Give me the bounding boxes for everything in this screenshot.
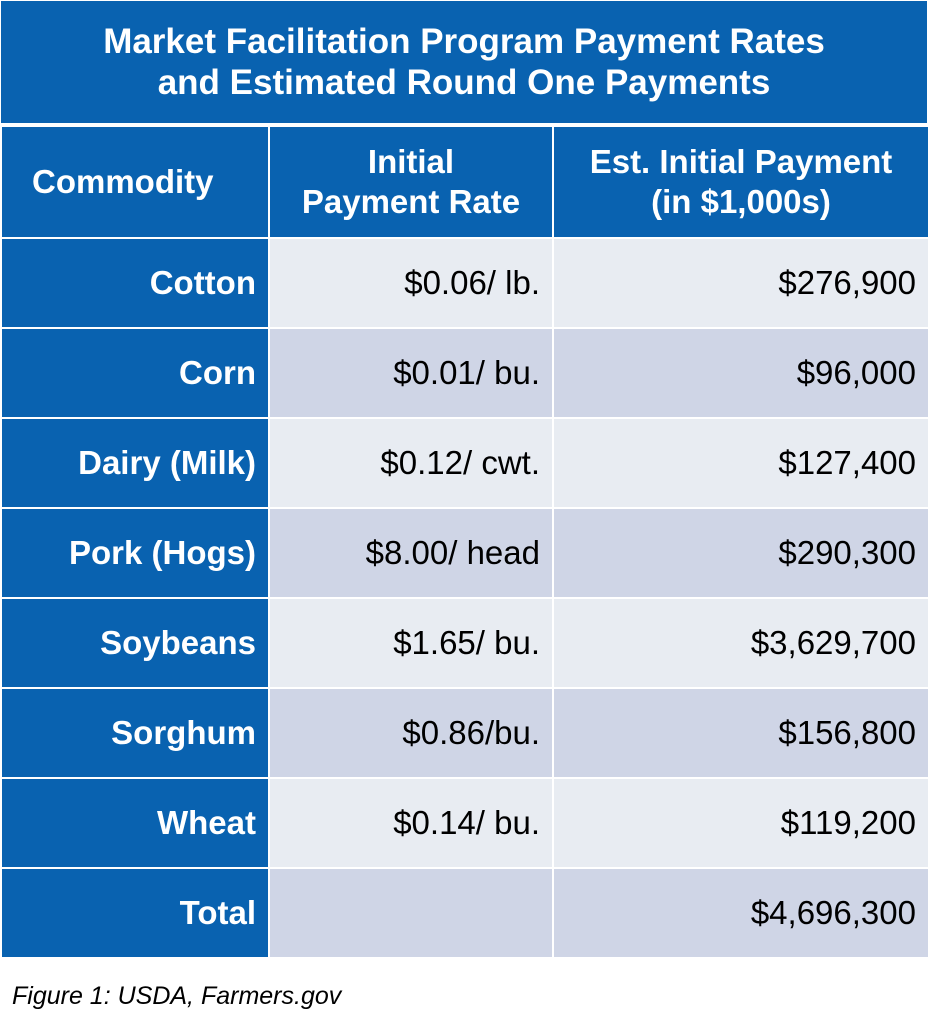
commodity-cell: Dairy (Milk) (0, 417, 270, 509)
payment-cell: $156,800 (552, 687, 930, 779)
figure-caption: Figure 1: USDA, Farmers.gov (12, 982, 342, 1010)
column-header-rate-line2: Payment Rate (301, 183, 521, 220)
payment-cell: $290,300 (552, 507, 930, 599)
rate-cell: $8.00/ head (268, 507, 554, 599)
rate-cell: $0.06/ lb. (268, 237, 554, 329)
total-payment-cell: $4,696,300 (552, 867, 930, 959)
rate-cell: $0.86/bu. (268, 687, 554, 779)
rate-cell: $0.14/ bu. (268, 777, 554, 869)
column-header-payment-line2: (in $1,000s) (651, 183, 831, 220)
table-row: Corn $0.01/ bu. $96,000 (0, 327, 930, 419)
title-line-1: Market Facilitation Program Payment Rate… (103, 22, 825, 61)
payment-cell: $119,200 (552, 777, 930, 869)
payment-cell: $3,629,700 (552, 597, 930, 689)
commodity-cell: Corn (0, 327, 270, 419)
rate-cell: $0.12/ cwt. (268, 417, 554, 509)
table-row: Sorghum $0.86/bu. $156,800 (0, 687, 930, 779)
rate-cell: $1.65/ bu. (268, 597, 554, 689)
commodity-cell: Sorghum (0, 687, 270, 779)
commodity-cell: Pork (Hogs) (0, 507, 270, 599)
table-title: Market Facilitation Program Payment Rate… (1, 1, 927, 123)
total-row: Total $4,696,300 (0, 867, 930, 959)
table-row: Wheat $0.14/ bu. $119,200 (0, 777, 930, 869)
table-row: Dairy (Milk) $0.12/ cwt. $127,400 (0, 417, 930, 509)
column-header-payment-line1: Est. Initial Payment (589, 143, 893, 180)
column-header-payment: Est. Initial Payment (in $1,000s) (552, 125, 930, 239)
column-header-rate: Initial Payment Rate (268, 125, 554, 239)
commodity-cell: Soybeans (0, 597, 270, 689)
total-rate-cell (268, 867, 554, 959)
column-header-rate-line1: Initial (367, 143, 455, 180)
total-label-cell: Total (0, 867, 270, 959)
title-line-2: and Estimated Round One Payments (157, 63, 771, 102)
rate-cell: $0.01/ bu. (268, 327, 554, 419)
table-row: Soybeans $1.65/ bu. $3,629,700 (0, 597, 930, 689)
commodity-cell: Cotton (0, 237, 270, 329)
commodity-cell: Wheat (0, 777, 270, 869)
payment-cell: $96,000 (552, 327, 930, 419)
payment-cell: $276,900 (552, 237, 930, 329)
header-row: Commodity Initial Payment Rate Est. Init… (0, 125, 930, 239)
payment-cell: $127,400 (552, 417, 930, 509)
column-header-commodity-line1: Commodity (32, 163, 214, 200)
payment-rates-table: Commodity Initial Payment Rate Est. Init… (0, 125, 930, 959)
table-row: Pork (Hogs) $8.00/ head $290,300 (0, 507, 930, 599)
column-header-commodity: Commodity (0, 125, 270, 239)
table-row: Cotton $0.06/ lb. $276,900 (0, 237, 930, 329)
